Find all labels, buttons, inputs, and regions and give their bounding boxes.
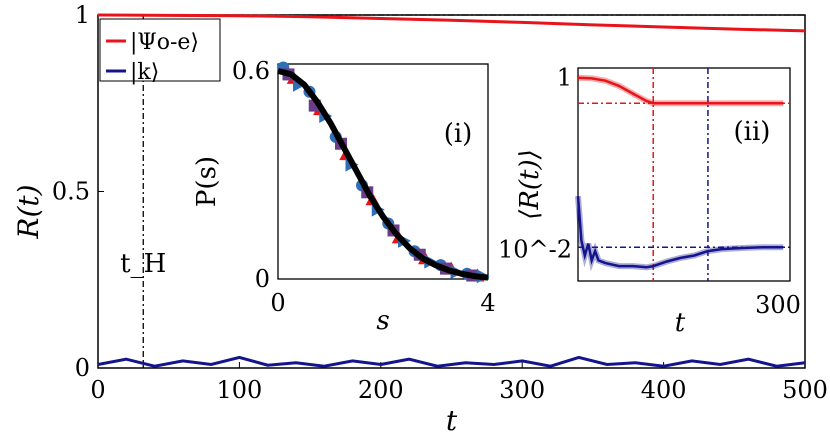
main-x-tick-label: 0 bbox=[90, 376, 105, 404]
inset-chart-ii: 1 10^-2 300 t ⟨R(t)⟩ (ii) bbox=[498, 64, 801, 338]
inset2-panel-label: (ii) bbox=[734, 117, 771, 147]
inset1-fit-curve bbox=[277, 68, 489, 281]
main-series-line-0 bbox=[97, 13, 806, 33]
inset-chart-i: 0 4 s 0 0.6 P(s) (i) bbox=[192, 57, 496, 336]
main-x-tick-label: 200 bbox=[358, 376, 404, 404]
inset2-y-tick-label: 10^-2 bbox=[498, 235, 572, 263]
inset2-x-axis-label: t bbox=[675, 308, 686, 338]
main-x-tick-label: 500 bbox=[782, 376, 828, 404]
main-x-tick-label: 300 bbox=[499, 376, 545, 404]
main-y-tick-label: 0.5 bbox=[52, 178, 90, 206]
inset1-y-tick-label: 0 bbox=[255, 265, 270, 293]
inset2-y-axis-label: ⟨R(t)⟩ bbox=[515, 149, 545, 220]
main-x-axis-label: t bbox=[446, 404, 458, 437]
inset1-y-tick-label: 0.6 bbox=[232, 57, 270, 85]
main-y-tick-label: 0 bbox=[75, 354, 90, 382]
main-legend-label: |k⟩ bbox=[130, 60, 159, 85]
main-series-line-1 bbox=[97, 355, 806, 368]
main-legend-label: |Ψo-e⟩ bbox=[130, 30, 199, 55]
main-tH-annotation: t_H bbox=[120, 249, 166, 279]
main-y-tick-label: 1 bbox=[75, 1, 90, 29]
inset2-y-tick-label: 1 bbox=[557, 64, 572, 92]
inset1-x-axis-label: s bbox=[376, 306, 389, 336]
inset1-panel-label: (i) bbox=[444, 119, 473, 149]
inset1-y-axis-label: P(s) bbox=[192, 156, 222, 207]
main-y-axis-label: R(t) bbox=[12, 184, 45, 239]
inset2-x-tick-label: 300 bbox=[755, 291, 801, 319]
inset1-x-tick-label: 4 bbox=[480, 289, 495, 317]
main-legend: |Ψo-e⟩ |k⟩ bbox=[99, 18, 221, 85]
main-x-tick-label: 100 bbox=[216, 376, 262, 404]
inset2-series-line-1 bbox=[576, 196, 784, 269]
inset1-x-tick-label: 0 bbox=[270, 289, 285, 317]
main-x-tick-label: 400 bbox=[641, 376, 687, 404]
inset2-series-line-0 bbox=[577, 76, 784, 105]
